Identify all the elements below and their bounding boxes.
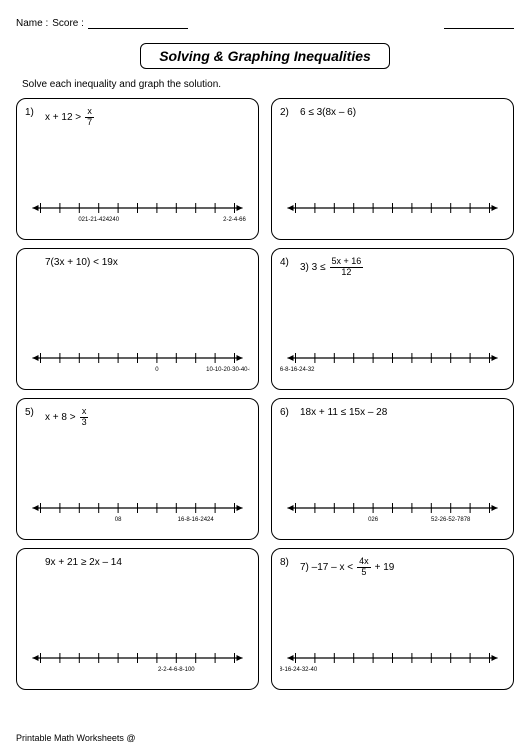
- expression: 9x + 21 ≥ 2x – 14: [45, 557, 122, 568]
- expression-prefix: x + 8 >: [45, 412, 76, 423]
- svg-text:026: 026: [368, 517, 379, 523]
- problem-card: 6) 18x + 11 ≤ 15x – 28 026 52-26-52-7878: [271, 398, 514, 540]
- expression: x + 12 > x 7: [45, 107, 96, 128]
- fraction-denominator: 7: [85, 118, 94, 128]
- numline-wrap: 0 10-10-20-30-40-5008: [25, 344, 250, 385]
- svg-text:16-8-16-24-32: 16-8-16-24-32: [280, 367, 315, 373]
- numline-wrap: 2-2-4-6-8-100: [25, 644, 250, 685]
- number-line: 08 16-8-16-2424: [25, 494, 250, 528]
- problem-number: 5): [25, 407, 37, 418]
- number-line: 16-8-16-24-32: [280, 344, 505, 378]
- svg-text:8-8-16-24-32-40: 8-8-16-24-32-40: [280, 667, 318, 673]
- name-underline[interactable]: [88, 28, 188, 29]
- score-label: Score :: [52, 18, 84, 29]
- problem-number: 6): [280, 407, 292, 418]
- problem-card: 4) 3) 3 ≤ 5x + 16 12 16-8-16-24-32: [271, 248, 514, 390]
- expression-prefix: 7) –17 – x <: [300, 562, 353, 573]
- problem-card: 2) 6 ≤ 3(8x – 6): [271, 98, 514, 240]
- svg-text:2-2-4-6-8-100: 2-2-4-6-8-100: [158, 667, 195, 673]
- numline-wrap: [280, 194, 505, 235]
- expression: 7) –17 – x < 4x 5 + 19: [300, 557, 394, 578]
- expression-suffix: + 19: [375, 562, 395, 573]
- problem-grid: 1) x + 12 > x 7 021-21-424240 2-2-4-66 2)…: [16, 98, 514, 690]
- problem-row: 6) 18x + 11 ≤ 15x – 28: [280, 407, 505, 418]
- number-line: 021-21-424240 2-2-4-66: [25, 194, 250, 228]
- numline-wrap: 021-21-424240 2-2-4-66: [25, 194, 250, 235]
- footer-text: Printable Math Worksheets @: [16, 733, 136, 743]
- problem-card: 8) 7) –17 – x < 4x 5 + 19 8-8-16-24-32-4…: [271, 548, 514, 690]
- number-line: 8-8-16-24-32-40: [280, 644, 505, 678]
- problem-row: 2) 6 ≤ 3(8x – 6): [280, 107, 505, 118]
- problem-row: 5) x + 8 > x 3: [25, 407, 250, 428]
- expression-prefix: 18x + 11 ≤ 15x – 28: [300, 407, 387, 418]
- header-row: Name : Score :: [16, 18, 514, 29]
- problem-row: 9x + 21 ≥ 2x – 14: [25, 557, 250, 568]
- fraction-denominator: 3: [80, 418, 89, 428]
- expression: 6 ≤ 3(8x – 6): [300, 107, 356, 118]
- problem-card: 1) x + 12 > x 7 021-21-424240 2-2-4-66: [16, 98, 259, 240]
- problem-card: 5) x + 8 > x 3 08 16-8-16-2424: [16, 398, 259, 540]
- number-line: 026 52-26-52-7878: [280, 494, 505, 528]
- expression: x + 8 > x 3: [45, 407, 91, 428]
- svg-text:0: 0: [155, 367, 159, 373]
- problem-card: 9x + 21 ≥ 2x – 14 2-2-4-6-8-100: [16, 548, 259, 690]
- svg-text:52-26-52-7878: 52-26-52-7878: [431, 517, 471, 523]
- problem-card: 7(3x + 10) < 19x 0 10-10-20-30-40-5008: [16, 248, 259, 390]
- expression-prefix: 9x + 21 ≥ 2x – 14: [45, 557, 122, 568]
- expression-prefix: 6 ≤ 3(8x – 6): [300, 107, 356, 118]
- fraction: 4x 5: [357, 557, 371, 578]
- score-underline[interactable]: [444, 28, 514, 29]
- expression: 7(3x + 10) < 19x: [45, 257, 118, 268]
- numline-wrap: 026 52-26-52-7878: [280, 494, 505, 535]
- expression-prefix: 3) 3 ≤: [300, 262, 326, 273]
- svg-text:16-8-16-2424: 16-8-16-2424: [178, 517, 215, 523]
- expression: 18x + 11 ≤ 15x – 28: [300, 407, 387, 418]
- problem-number: 8): [280, 557, 292, 568]
- page-title: Solving & Graphing Inequalities: [140, 43, 390, 69]
- problem-number: 1): [25, 107, 37, 118]
- fraction: x 3: [80, 407, 89, 428]
- number-line: 2-2-4-6-8-100: [25, 644, 250, 678]
- fraction-denominator: 5: [359, 568, 368, 578]
- svg-text:021-21-424240: 021-21-424240: [78, 217, 119, 223]
- number-line: 0 10-10-20-30-40-5008: [25, 344, 250, 378]
- problem-row: 7(3x + 10) < 19x: [25, 257, 250, 268]
- problem-row: 1) x + 12 > x 7: [25, 107, 250, 128]
- svg-text:10-10-20-30-40-5008: 10-10-20-30-40-5008: [206, 367, 250, 373]
- fraction-denominator: 12: [339, 268, 353, 278]
- expression-prefix: 7(3x + 10) < 19x: [45, 257, 118, 268]
- fraction: 5x + 16 12: [330, 257, 364, 278]
- problem-row: 4) 3) 3 ≤ 5x + 16 12: [280, 257, 505, 278]
- problem-number: 2): [280, 107, 292, 118]
- fraction: x 7: [85, 107, 94, 128]
- numline-wrap: 16-8-16-24-32: [280, 344, 505, 385]
- expression-prefix: x + 12 >: [45, 112, 81, 123]
- svg-text:08: 08: [115, 517, 122, 523]
- instruction-text: Solve each inequality and graph the solu…: [22, 79, 514, 90]
- numline-wrap: 08 16-8-16-2424: [25, 494, 250, 535]
- problem-row: 8) 7) –17 – x < 4x 5 + 19: [280, 557, 505, 578]
- expression: 3) 3 ≤ 5x + 16 12: [300, 257, 365, 278]
- numline-wrap: 8-8-16-24-32-40: [280, 644, 505, 685]
- problem-number: 4): [280, 257, 292, 268]
- number-line: [280, 194, 505, 228]
- name-label: Name :: [16, 18, 48, 29]
- svg-text:2-2-4-66: 2-2-4-66: [223, 217, 246, 223]
